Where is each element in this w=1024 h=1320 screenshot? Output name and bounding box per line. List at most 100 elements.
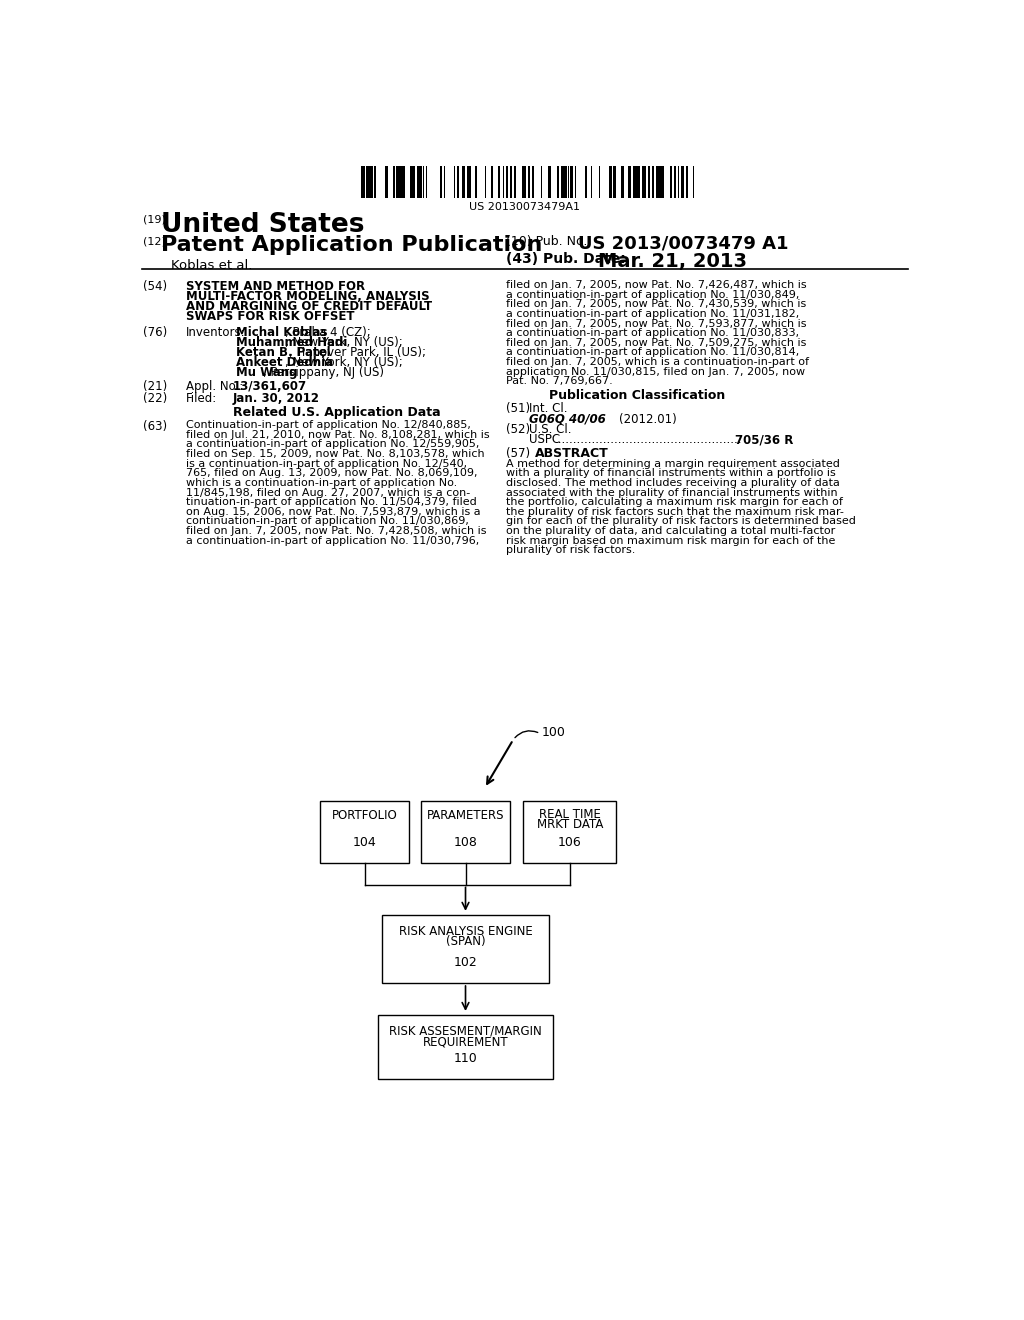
Bar (645, 166, 646, 198)
Bar (683, 166, 684, 198)
Bar (457, 166, 459, 198)
Text: SWAPS FOR RISK OFFSET: SWAPS FOR RISK OFFSET (186, 310, 354, 323)
Text: with a plurality of financial instruments within a portfolio is: with a plurality of financial instrument… (506, 469, 836, 478)
Bar (462, 166, 464, 198)
Text: Inventors:: Inventors: (186, 326, 246, 339)
Bar (622, 166, 624, 198)
Bar (548, 166, 550, 198)
Bar (648, 166, 650, 198)
Text: Publication Classification: Publication Classification (549, 389, 725, 403)
Text: Michal Koblas: Michal Koblas (237, 326, 328, 339)
Bar (362, 166, 365, 198)
Text: risk margin based on maximum risk margin for each of the: risk margin based on maximum risk margin… (506, 536, 836, 545)
Text: Mar. 21, 2013: Mar. 21, 2013 (598, 252, 748, 272)
Text: (54): (54) (143, 280, 168, 293)
Text: Filed:: Filed: (186, 392, 217, 405)
Text: (43) Pub. Date:: (43) Pub. Date: (506, 252, 626, 267)
Text: (22): (22) (143, 392, 168, 405)
Text: Ankeet Dedhia: Ankeet Dedhia (237, 356, 334, 370)
Text: (52): (52) (506, 424, 530, 437)
Bar (585, 166, 587, 198)
Bar (656, 166, 657, 198)
Bar (419, 166, 421, 198)
Text: filed on Jan. 7, 2005, which is a continuation-in-part of: filed on Jan. 7, 2005, which is a contin… (506, 358, 809, 367)
Text: (57): (57) (506, 447, 530, 461)
Text: Patent Application Publication: Patent Application Publication (161, 235, 542, 255)
Bar (493, 166, 494, 198)
Text: is a continuation-in-part of application No. 12/540,: is a continuation-in-part of application… (186, 459, 467, 469)
Bar (467, 166, 468, 198)
Bar (621, 166, 622, 198)
Text: Koblas et al.: Koblas et al. (171, 259, 252, 272)
Text: a continuation-in-part of application No. 12/559,905,: a continuation-in-part of application No… (186, 440, 479, 449)
Text: REQUIREMENT: REQUIREMENT (423, 1035, 508, 1048)
Text: a continuation-in-part of application No. 11/030,849,: a continuation-in-part of application No… (506, 289, 800, 300)
Bar (426, 166, 427, 198)
Text: Mu Wang: Mu Wang (237, 367, 298, 379)
Bar (614, 166, 615, 198)
Bar (378, 1015, 553, 1078)
Bar (686, 166, 687, 198)
Text: US 20130073479A1: US 20130073479A1 (469, 202, 581, 213)
Text: tinuation-in-part of application No. 11/504,379, filed: tinuation-in-part of application No. 11/… (186, 498, 477, 507)
Text: filed on Jan. 7, 2005, now Pat. No. 7,593,877, which is: filed on Jan. 7, 2005, now Pat. No. 7,59… (506, 318, 807, 329)
Bar (591, 166, 592, 198)
Bar (681, 166, 682, 198)
Bar (660, 166, 663, 198)
Bar (692, 166, 694, 198)
Text: continuation-in-part of application No. 11/030,869,: continuation-in-part of application No. … (186, 516, 469, 527)
Bar (417, 166, 419, 198)
Text: 106: 106 (558, 836, 582, 849)
Text: RISK ANALYSIS ENGINE: RISK ANALYSIS ENGINE (398, 924, 532, 937)
Text: Continuation-in-part of application No. 12/840,885,: Continuation-in-part of application No. … (186, 420, 471, 430)
Text: ..................................................: ........................................… (554, 433, 741, 446)
Bar (636, 166, 638, 198)
Bar (528, 166, 529, 198)
Text: 13/361,607: 13/361,607 (232, 380, 307, 393)
Bar (321, 801, 410, 863)
Bar (652, 166, 654, 198)
Text: Related U.S. Application Data: Related U.S. Application Data (232, 407, 440, 420)
Text: MULTI-FACTOR MODELING, ANALYSIS: MULTI-FACTOR MODELING, ANALYSIS (186, 290, 430, 304)
Bar (643, 166, 645, 198)
Text: PARAMETERS: PARAMETERS (427, 809, 504, 822)
Bar (499, 166, 500, 198)
Bar (550, 166, 551, 198)
Bar (565, 166, 567, 198)
Text: MRKT DATA: MRKT DATA (537, 817, 603, 830)
Text: REAL TIME: REAL TIME (539, 808, 601, 821)
Text: (12): (12) (143, 238, 166, 247)
Bar (670, 166, 672, 198)
Bar (414, 166, 415, 198)
Text: 108: 108 (454, 836, 477, 849)
Text: USPC: USPC (529, 433, 560, 446)
Text: United States: United States (161, 213, 365, 239)
Text: SYSTEM AND METHOD FOR: SYSTEM AND METHOD FOR (186, 280, 366, 293)
Text: Muhammed Hadi: Muhammed Hadi (237, 337, 348, 350)
Bar (370, 166, 371, 198)
Text: (2012.01): (2012.01) (618, 412, 676, 425)
Text: (19): (19) (143, 215, 166, 224)
Bar (421, 801, 510, 863)
Text: the plurality of risk factors such that the maximum risk mar-: the plurality of risk factors such that … (506, 507, 844, 517)
Bar (510, 166, 512, 198)
Bar (663, 166, 664, 198)
Bar (396, 166, 398, 198)
Text: a continuation-in-part of application No. 11/030,814,: a continuation-in-part of application No… (506, 347, 800, 358)
Bar (360, 166, 362, 198)
Text: (SPAN): (SPAN) (445, 936, 485, 948)
Bar (557, 166, 559, 198)
Text: Ketan B. Patel: Ketan B. Patel (237, 346, 331, 359)
Bar (630, 166, 632, 198)
Text: 705/36 R: 705/36 R (735, 433, 794, 446)
Bar (524, 166, 526, 198)
Bar (634, 166, 636, 198)
Bar (464, 166, 466, 198)
Bar (675, 166, 676, 198)
Bar (659, 166, 660, 198)
Text: , New York, NY (US);: , New York, NY (US); (286, 337, 403, 350)
Text: (10) Pub. No.:: (10) Pub. No.: (506, 235, 592, 248)
Text: filed on Jan. 7, 2005, now Pat. No. 7,509,275, which is: filed on Jan. 7, 2005, now Pat. No. 7,50… (506, 338, 807, 347)
Text: 100: 100 (542, 726, 565, 739)
Text: on the plurality of data, and calculating a total multi-factor: on the plurality of data, and calculatin… (506, 527, 836, 536)
